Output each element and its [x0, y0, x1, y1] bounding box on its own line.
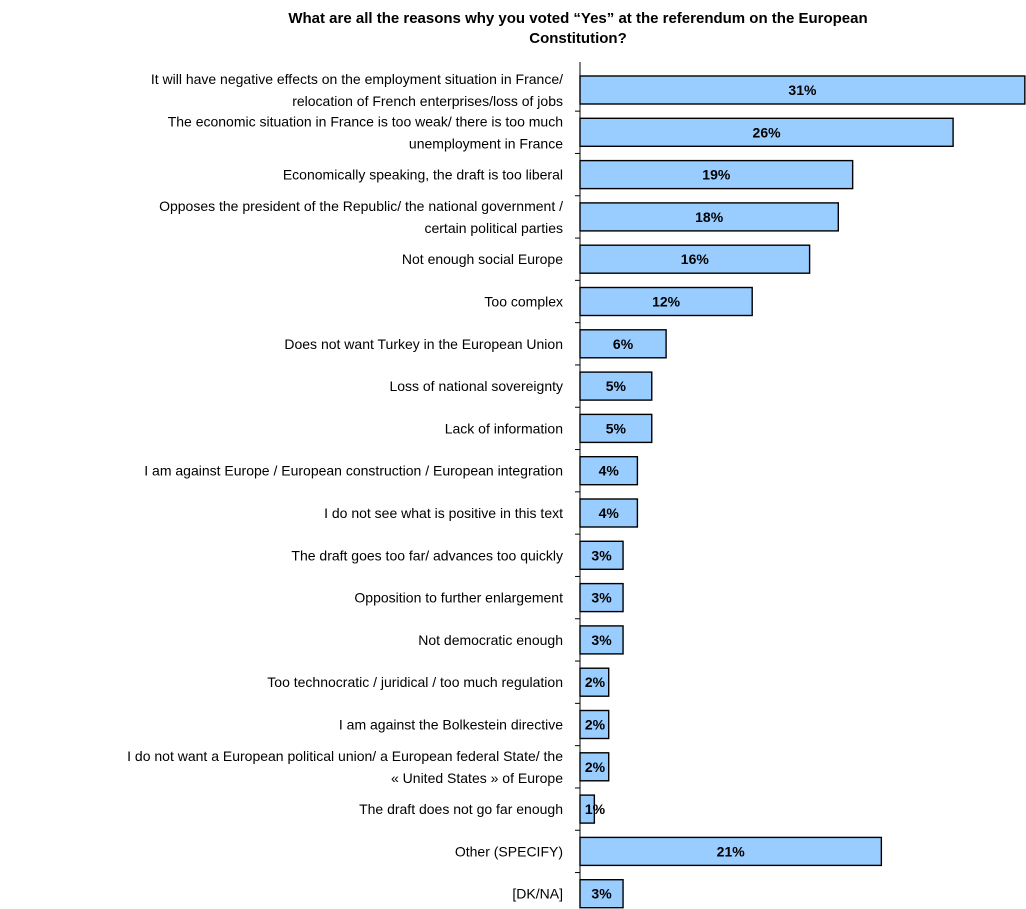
category-label: I am against the Bolkestein directive	[339, 717, 563, 733]
category-label: Opposition to further enlargement	[354, 590, 563, 606]
category-label: Too technocratic / juridical / too much …	[267, 674, 563, 690]
bar	[579, 625, 624, 655]
bar	[579, 202, 839, 232]
bar	[579, 836, 883, 867]
value-label: 12%	[652, 294, 681, 310]
category-label: Opposes the president of the Republic/ t…	[159, 198, 563, 214]
bar	[579, 540, 624, 570]
bar	[579, 752, 610, 782]
value-label: 31%	[788, 82, 817, 98]
value-label: 16%	[681, 251, 710, 267]
category-label: The economic situation in France is too …	[168, 113, 563, 129]
category-label: certain political parties	[424, 220, 563, 236]
bar	[579, 879, 624, 909]
value-label: 21%	[717, 843, 746, 859]
value-label: 3%	[591, 632, 612, 648]
bar	[579, 75, 1026, 105]
category-label: relocation of French enterprises/loss of…	[292, 93, 563, 109]
value-label: 4%	[599, 505, 620, 521]
bar	[579, 582, 624, 613]
category-label: Does not want Turkey in the European Uni…	[284, 336, 563, 352]
category-label: Not democratic enough	[418, 632, 563, 648]
category-label: Other (SPECIFY)	[455, 843, 563, 859]
bar	[579, 709, 610, 740]
bar	[579, 329, 667, 359]
category-label: The draft does not go far enough	[359, 801, 563, 817]
value-label: 5%	[606, 420, 627, 436]
category-label: Economically speaking, the draft is too …	[283, 167, 563, 183]
value-label: 19%	[702, 167, 731, 183]
value-label: 3%	[591, 547, 612, 563]
category-label: unemployment in France	[409, 135, 563, 151]
category-label: Lack of information	[445, 420, 563, 436]
value-label: 4%	[599, 463, 620, 479]
bar	[579, 286, 753, 317]
bar	[579, 413, 653, 444]
bar	[579, 794, 596, 824]
bar	[579, 456, 639, 486]
category-label: I do not see what is positive in this te…	[324, 505, 563, 521]
category-label: Not enough social Europe	[402, 251, 563, 267]
category-label: Loss of national sovereignty	[389, 378, 563, 394]
value-label: 5%	[606, 378, 627, 394]
bar	[579, 667, 610, 697]
category-label: Too complex	[484, 294, 563, 310]
bar	[579, 498, 639, 528]
bar	[579, 371, 653, 401]
bar	[579, 117, 954, 148]
value-label: 2%	[585, 674, 606, 690]
value-label: 3%	[591, 590, 612, 606]
chart-title: What are all the reasons why you voted “…	[288, 10, 868, 47]
category-label: It will have negative effects on the emp…	[151, 71, 563, 87]
category-label: The draft goes too far/ advances too qui…	[291, 547, 563, 563]
bar	[579, 159, 854, 190]
value-label: 2%	[585, 759, 606, 775]
category-label: [DK/NA]	[512, 886, 563, 902]
bar	[579, 244, 811, 274]
value-label: 18%	[695, 209, 724, 225]
value-label: 26%	[753, 124, 782, 140]
category-label: I am against Europe / European construct…	[144, 463, 563, 479]
value-label: 2%	[585, 717, 606, 733]
value-label: 3%	[591, 886, 612, 902]
value-label: 6%	[613, 336, 634, 352]
category-label: I do not want a European political union…	[127, 748, 563, 764]
category-label: « United States » of Europe	[391, 770, 563, 786]
value-label: 1%	[585, 801, 606, 817]
